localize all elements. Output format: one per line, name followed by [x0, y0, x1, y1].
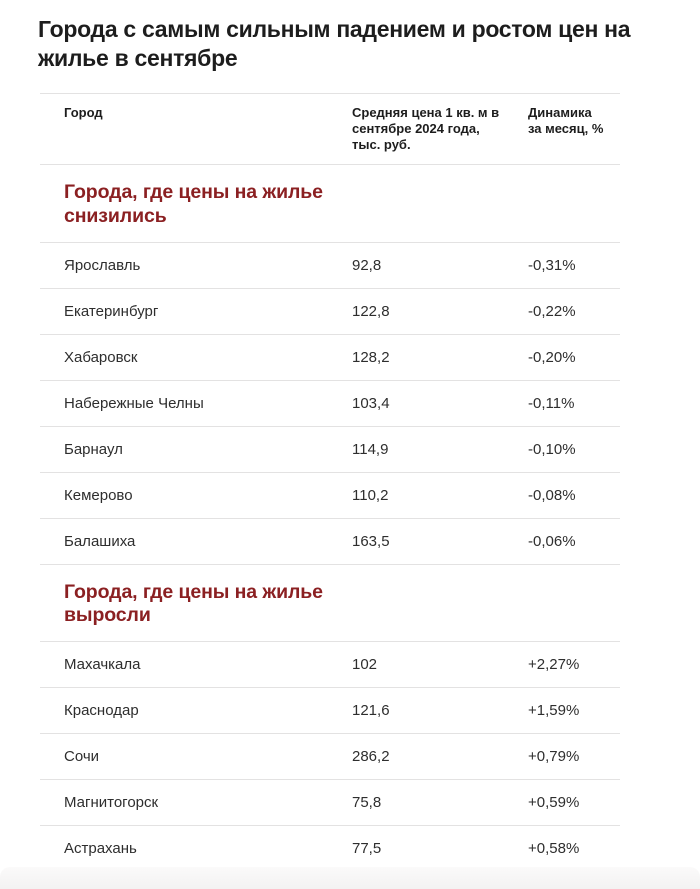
cell-price: 77,5 [352, 840, 382, 858]
cell-price: 114,9 [352, 440, 389, 458]
column-header-city: Город [64, 105, 103, 120]
cell-dynamics: +0,79% [528, 748, 580, 766]
cell-price: 92,8 [352, 256, 382, 274]
cell-city: Ярославль [64, 256, 141, 274]
cell-dynamics: -0,08% [528, 486, 576, 504]
cell-price: 128,2 [352, 348, 390, 366]
cell-price: 121,6 [352, 702, 390, 720]
table-row: Хабаровск 128,2 -0,20% [40, 335, 620, 381]
cell-dynamics: +0,59% [528, 794, 580, 812]
cell-dynamics: +0,58% [528, 840, 580, 858]
cell-city: Махачкала [64, 656, 141, 674]
cell-city: Магнитогорск [64, 794, 159, 812]
section-rows: Ярославль 92,8 -0,31% Екатеринбург 122,8… [40, 241, 620, 565]
cell-price: 103,4 [352, 394, 390, 412]
table-row: Балашиха 163,5 -0,06% [40, 519, 620, 565]
table-row: Ярославль 92,8 -0,31% [40, 243, 620, 289]
cell-price: 286,2 [352, 748, 390, 766]
cell-city: Кемерово [64, 486, 133, 504]
column-header-dynamics: Динамика за месяц, % [528, 105, 604, 136]
cell-price: 163,5 [352, 532, 390, 550]
table-row: Барнаул 114,9 -0,10% [40, 427, 620, 473]
cell-dynamics: -0,31% [528, 256, 576, 274]
table-body: Города, где цены на жилье снизились Ярос… [40, 165, 620, 873]
cell-price: 75,8 [352, 794, 382, 812]
cell-city: Барнаул [64, 440, 123, 458]
table-row: Сочи 286,2 +0,79% [40, 734, 620, 781]
table-row: Краснодар 121,6 +1,59% [40, 688, 620, 735]
table-row: Кемерово 110,2 -0,08% [40, 473, 620, 519]
table-row: Махачкала 102 +2,27% [40, 642, 620, 689]
cell-price: 110,2 [352, 486, 389, 504]
cell-city: Балашиха [64, 532, 136, 550]
section-heading: Города, где цены на жилье снизились [64, 181, 323, 227]
cell-city: Астрахань [64, 840, 137, 858]
cell-dynamics: -0,10% [528, 440, 576, 458]
table-row: Астрахань 77,5 +0,58% [40, 826, 620, 873]
cell-city: Сочи [64, 748, 100, 766]
cell-dynamics: -0,22% [528, 302, 576, 320]
table-header-row: Город Средняя цена 1 кв. м в сентябре 20… [40, 93, 620, 165]
table-row: Магнитогорск 75,8 +0,59% [40, 780, 620, 827]
prices-table: Город Средняя цена 1 кв. м в сентябре 20… [40, 93, 620, 873]
card-bottom-edge [0, 867, 700, 889]
cell-dynamics: +1,59% [528, 702, 580, 720]
cell-price: 122,8 [352, 302, 390, 320]
cell-city: Екатеринбург [64, 302, 159, 320]
section-heading: Города, где цены на жилье выросли [64, 580, 323, 627]
cell-city: Хабаровск [64, 348, 138, 366]
table-section: Города, где цены на жилье выросли Махачк… [40, 565, 620, 873]
table-section: Города, где цены на жилье снизились Ярос… [40, 165, 620, 565]
cell-dynamics: -0,20% [528, 348, 576, 366]
cell-dynamics: -0,11% [528, 394, 575, 412]
table-row: Екатеринбург 122,8 -0,22% [40, 289, 620, 335]
cell-city: Набережные Челны [64, 394, 204, 412]
cell-city: Краснодар [64, 702, 139, 720]
column-header-price: Средняя цена 1 кв. м в сентябре 2024 год… [352, 105, 500, 152]
section-rows: Махачкала 102 +2,27% Краснодар 121,6 +1,… [40, 641, 620, 873]
cell-price: 102 [352, 656, 378, 674]
cell-dynamics: +2,27% [528, 656, 580, 674]
cell-dynamics: -0,06% [528, 532, 576, 550]
page-title: Города с самым сильным падением и ростом… [38, 16, 631, 72]
table-row: Набережные Челны 103,4 -0,11% [40, 381, 620, 427]
